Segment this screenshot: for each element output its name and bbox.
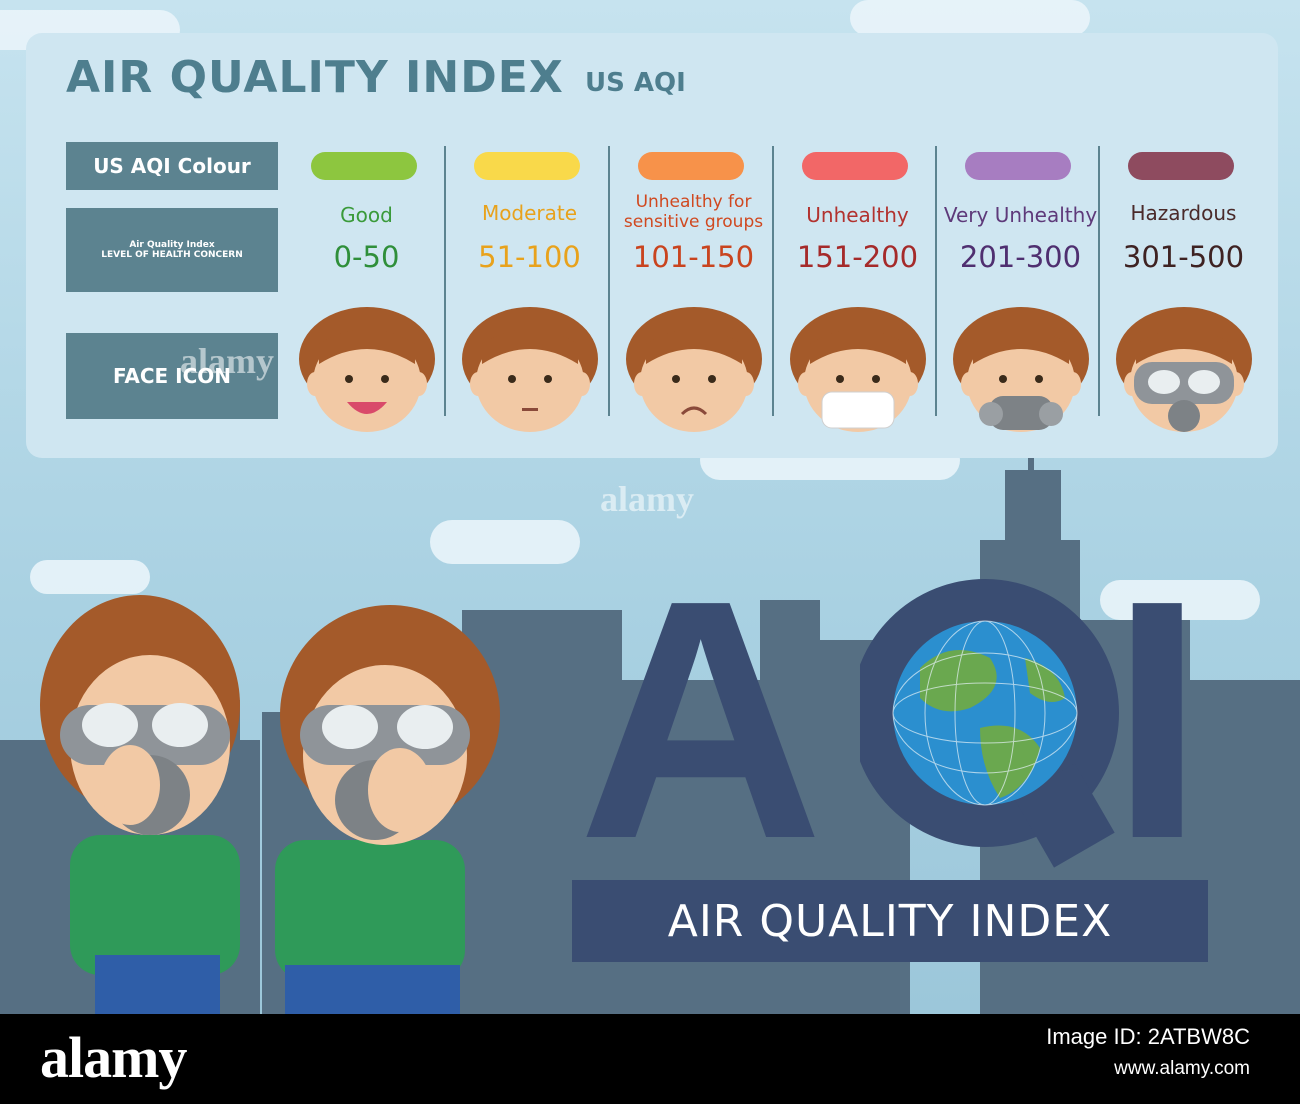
children-illustration xyxy=(40,595,500,1015)
logo-letter-a: A xyxy=(578,530,824,910)
aqi-colour-swatch xyxy=(965,152,1071,180)
aqi-banner: AIR QUALITY INDEX xyxy=(572,880,1208,962)
aqi-colour-swatch xyxy=(802,152,908,180)
globe-q-logo xyxy=(860,579,1119,868)
face-neutral-icon xyxy=(462,307,598,432)
logo-letter-i: I xyxy=(1110,530,1205,910)
aqi-level-range: 201-300 xyxy=(959,240,1082,274)
column-divider xyxy=(608,146,610,416)
health-label-line2: LEVEL OF HEALTH CONCERN xyxy=(101,250,243,260)
aqi-level-label: Moderate xyxy=(481,201,578,225)
city-building xyxy=(1190,680,1300,1014)
aqi-level-4: Very Unhealthy 201-300 xyxy=(939,140,1102,440)
column-divider xyxy=(935,146,937,416)
cloud xyxy=(30,560,150,594)
page-subtitle: US AQI xyxy=(585,68,686,98)
aqi-level-range: 0-50 xyxy=(333,240,400,274)
health-row-label: Air Quality Index LEVEL OF HEALTH CONCER… xyxy=(66,208,278,292)
face-gasmask-icon xyxy=(1116,307,1252,432)
aqi-level-range: 101-150 xyxy=(632,240,755,274)
aqi-level-5: Hazardous 301-500 xyxy=(1102,140,1265,440)
aqi-colour-swatch xyxy=(311,152,417,180)
column-divider xyxy=(444,146,446,416)
aqi-level-label: Unhealthy xyxy=(806,203,909,227)
watermark-text: alamy xyxy=(600,479,694,519)
health-label-line1: Air Quality Index xyxy=(129,240,215,250)
cloud xyxy=(1100,580,1260,620)
aqi-colour-swatch xyxy=(474,152,580,180)
aqi-level-3: Unhealthy 151-200 xyxy=(776,140,939,440)
column-divider xyxy=(1098,146,1100,416)
girl-figure xyxy=(275,605,500,1015)
aqi-level-range: 301-500 xyxy=(1122,240,1245,274)
face-row-label: FACE ICON xyxy=(66,333,278,419)
face-sad-icon xyxy=(626,307,762,432)
cloud xyxy=(850,0,1090,36)
aqi-level-label: Good xyxy=(340,203,393,227)
aqi-level-range: 151-200 xyxy=(796,240,919,274)
aqi-level-2: Unhealthy for sensitive groups 101-150 xyxy=(612,140,775,440)
face-mask-icon xyxy=(790,307,926,432)
aqi-level-range: 51-100 xyxy=(478,240,581,274)
aqi-level-label: Very Unhealthy xyxy=(943,203,1098,227)
aqi-colour-swatch xyxy=(1128,152,1234,180)
tower-antenna xyxy=(1028,450,1034,480)
page-title: AIR QUALITY INDEX xyxy=(66,52,564,103)
watermark-bar xyxy=(0,1014,1300,1104)
cloud xyxy=(430,520,580,564)
watermark-text: alamy xyxy=(180,341,274,381)
face-smile-icon xyxy=(299,307,435,432)
aqi-colour-swatch xyxy=(638,152,744,180)
aqi-level-label: Hazardous xyxy=(1130,201,1237,225)
colour-row-label: US AQI Colour xyxy=(66,142,278,190)
site-url: www.alamy.com xyxy=(1114,1058,1250,1079)
aqi-level-0: Good 0-50 xyxy=(285,140,448,440)
column-divider xyxy=(772,146,774,416)
face-respirator-icon xyxy=(953,307,1089,432)
aqi-level-label: Unhealthy for sensitive groups xyxy=(623,192,764,232)
boy-figure xyxy=(40,595,240,1015)
watermark-logo: alamy xyxy=(40,1025,187,1090)
aqi-level-1: Moderate 51-100 xyxy=(448,140,611,440)
tower-top xyxy=(1005,470,1061,550)
image-id: Image ID: 2ATBW8C xyxy=(1046,1024,1250,1049)
